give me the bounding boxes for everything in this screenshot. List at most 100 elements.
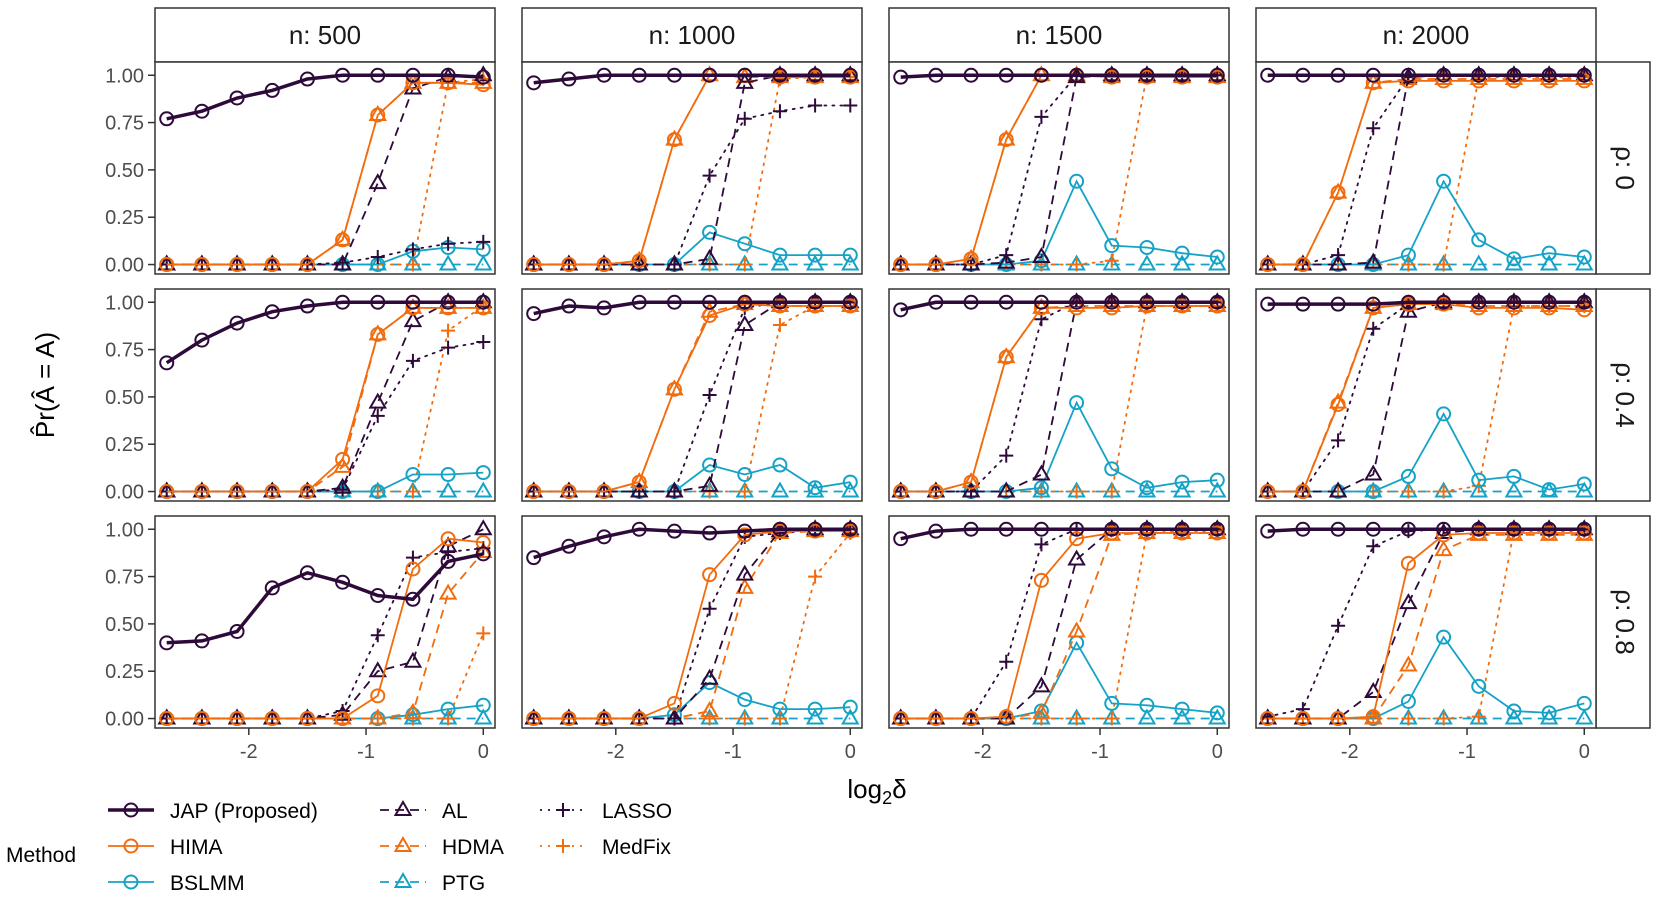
series-line bbox=[166, 552, 484, 645]
data-point bbox=[1137, 523, 1157, 540]
legend-item-al[interactable]: AL bbox=[380, 799, 468, 823]
data-point bbox=[1436, 406, 1452, 422]
series-line bbox=[533, 300, 851, 316]
data-point bbox=[194, 633, 210, 649]
data-point bbox=[1436, 484, 1451, 499]
data-point bbox=[1471, 525, 1487, 541]
data-point bbox=[1328, 392, 1348, 409]
data-point bbox=[370, 484, 386, 500]
data-point bbox=[770, 254, 790, 271]
data-point bbox=[1330, 396, 1346, 412]
series-line bbox=[1267, 303, 1585, 493]
series-jap-proposed bbox=[526, 521, 858, 566]
data-point bbox=[1033, 480, 1049, 496]
data-point bbox=[1365, 709, 1381, 725]
data-point bbox=[1104, 525, 1120, 541]
data-point bbox=[1209, 521, 1225, 537]
series-jap-proposed bbox=[526, 67, 858, 91]
strip-row-1: ρ: 0.4 bbox=[1595, 288, 1651, 502]
data-point bbox=[370, 628, 385, 643]
y-tick-label: 0.25 bbox=[105, 207, 144, 229]
legend-item-bslmm[interactable]: BSLMM bbox=[108, 872, 245, 895]
data-point bbox=[737, 257, 752, 272]
data-point bbox=[474, 519, 493, 536]
data-point bbox=[737, 111, 752, 126]
data-point bbox=[368, 661, 387, 678]
data-point bbox=[807, 247, 823, 263]
strip-label: n: 1500 bbox=[1016, 20, 1103, 50]
data-point bbox=[1295, 257, 1311, 273]
data-point bbox=[997, 347, 1016, 364]
data-point bbox=[893, 257, 909, 273]
data-point bbox=[1137, 296, 1157, 313]
data-point bbox=[370, 588, 386, 603]
data-point bbox=[1400, 694, 1416, 709]
data-point bbox=[1260, 484, 1276, 500]
data-point bbox=[1330, 185, 1346, 201]
series-jap-proposed bbox=[159, 546, 491, 651]
legend-item-hdma[interactable]: HDMA bbox=[380, 835, 504, 859]
data-point bbox=[229, 484, 245, 500]
data-point bbox=[1069, 711, 1084, 726]
data-point bbox=[299, 71, 315, 87]
data-point bbox=[1436, 629, 1452, 645]
data-point bbox=[441, 323, 456, 338]
data-point bbox=[808, 98, 823, 113]
legend-item-hima[interactable]: HIMA bbox=[108, 836, 223, 859]
data-point bbox=[299, 484, 315, 500]
data-point bbox=[526, 257, 542, 273]
data-point bbox=[1330, 296, 1346, 312]
panel-r2-c3 bbox=[1255, 515, 1597, 729]
data-point bbox=[893, 302, 909, 318]
panel-r1-c3 bbox=[1255, 288, 1597, 502]
series-jap-proposed bbox=[1260, 294, 1592, 312]
data-point bbox=[526, 484, 542, 500]
strip-label: ρ: 0.4 bbox=[1610, 362, 1640, 427]
data-point bbox=[1033, 67, 1049, 83]
legend-item-lasso[interactable]: LASSO bbox=[540, 800, 672, 823]
data-point bbox=[631, 521, 647, 537]
data-point bbox=[666, 695, 682, 711]
x-axis-title-main: log bbox=[847, 774, 882, 804]
legend-item-medfix[interactable]: MedFix bbox=[540, 836, 671, 859]
series-line bbox=[533, 74, 851, 266]
data-point bbox=[335, 232, 351, 248]
data-point bbox=[1365, 296, 1381, 312]
strip-col-0: n: 500 bbox=[154, 7, 496, 63]
data-point bbox=[1506, 251, 1522, 267]
data-point bbox=[299, 565, 315, 581]
data-point bbox=[559, 481, 579, 498]
legend-key-circle-icon bbox=[123, 838, 139, 854]
legend-item-ptg[interactable]: PTG bbox=[380, 871, 485, 895]
data-point bbox=[1364, 252, 1383, 269]
data-point bbox=[891, 254, 910, 271]
data-point bbox=[772, 294, 788, 310]
data-point bbox=[263, 254, 282, 271]
data-point bbox=[526, 550, 542, 566]
data-point bbox=[1102, 296, 1121, 313]
data-point bbox=[1139, 294, 1155, 310]
data-point bbox=[963, 294, 979, 310]
data-point bbox=[999, 448, 1014, 463]
legend-item-jap-proposed[interactable]: JAP (Proposed) bbox=[108, 800, 318, 823]
data-point bbox=[665, 708, 684, 725]
data-point bbox=[263, 481, 282, 498]
data-point bbox=[159, 111, 175, 127]
data-point bbox=[891, 481, 910, 498]
data-point bbox=[1069, 173, 1085, 189]
data-point bbox=[476, 626, 491, 641]
data-point bbox=[1293, 708, 1313, 725]
series-line bbox=[166, 73, 484, 121]
data-point bbox=[264, 257, 280, 273]
data-point bbox=[1258, 254, 1277, 271]
legend-label: BSLMM bbox=[170, 872, 245, 895]
panel-r0-c2 bbox=[888, 61, 1230, 275]
data-point bbox=[1137, 254, 1157, 271]
data-point bbox=[1258, 708, 1277, 725]
panel-border bbox=[1255, 288, 1597, 502]
data-point bbox=[438, 583, 458, 600]
data-point bbox=[475, 294, 491, 310]
data-point bbox=[842, 474, 858, 490]
data-point bbox=[333, 254, 352, 271]
data-point bbox=[893, 484, 909, 500]
